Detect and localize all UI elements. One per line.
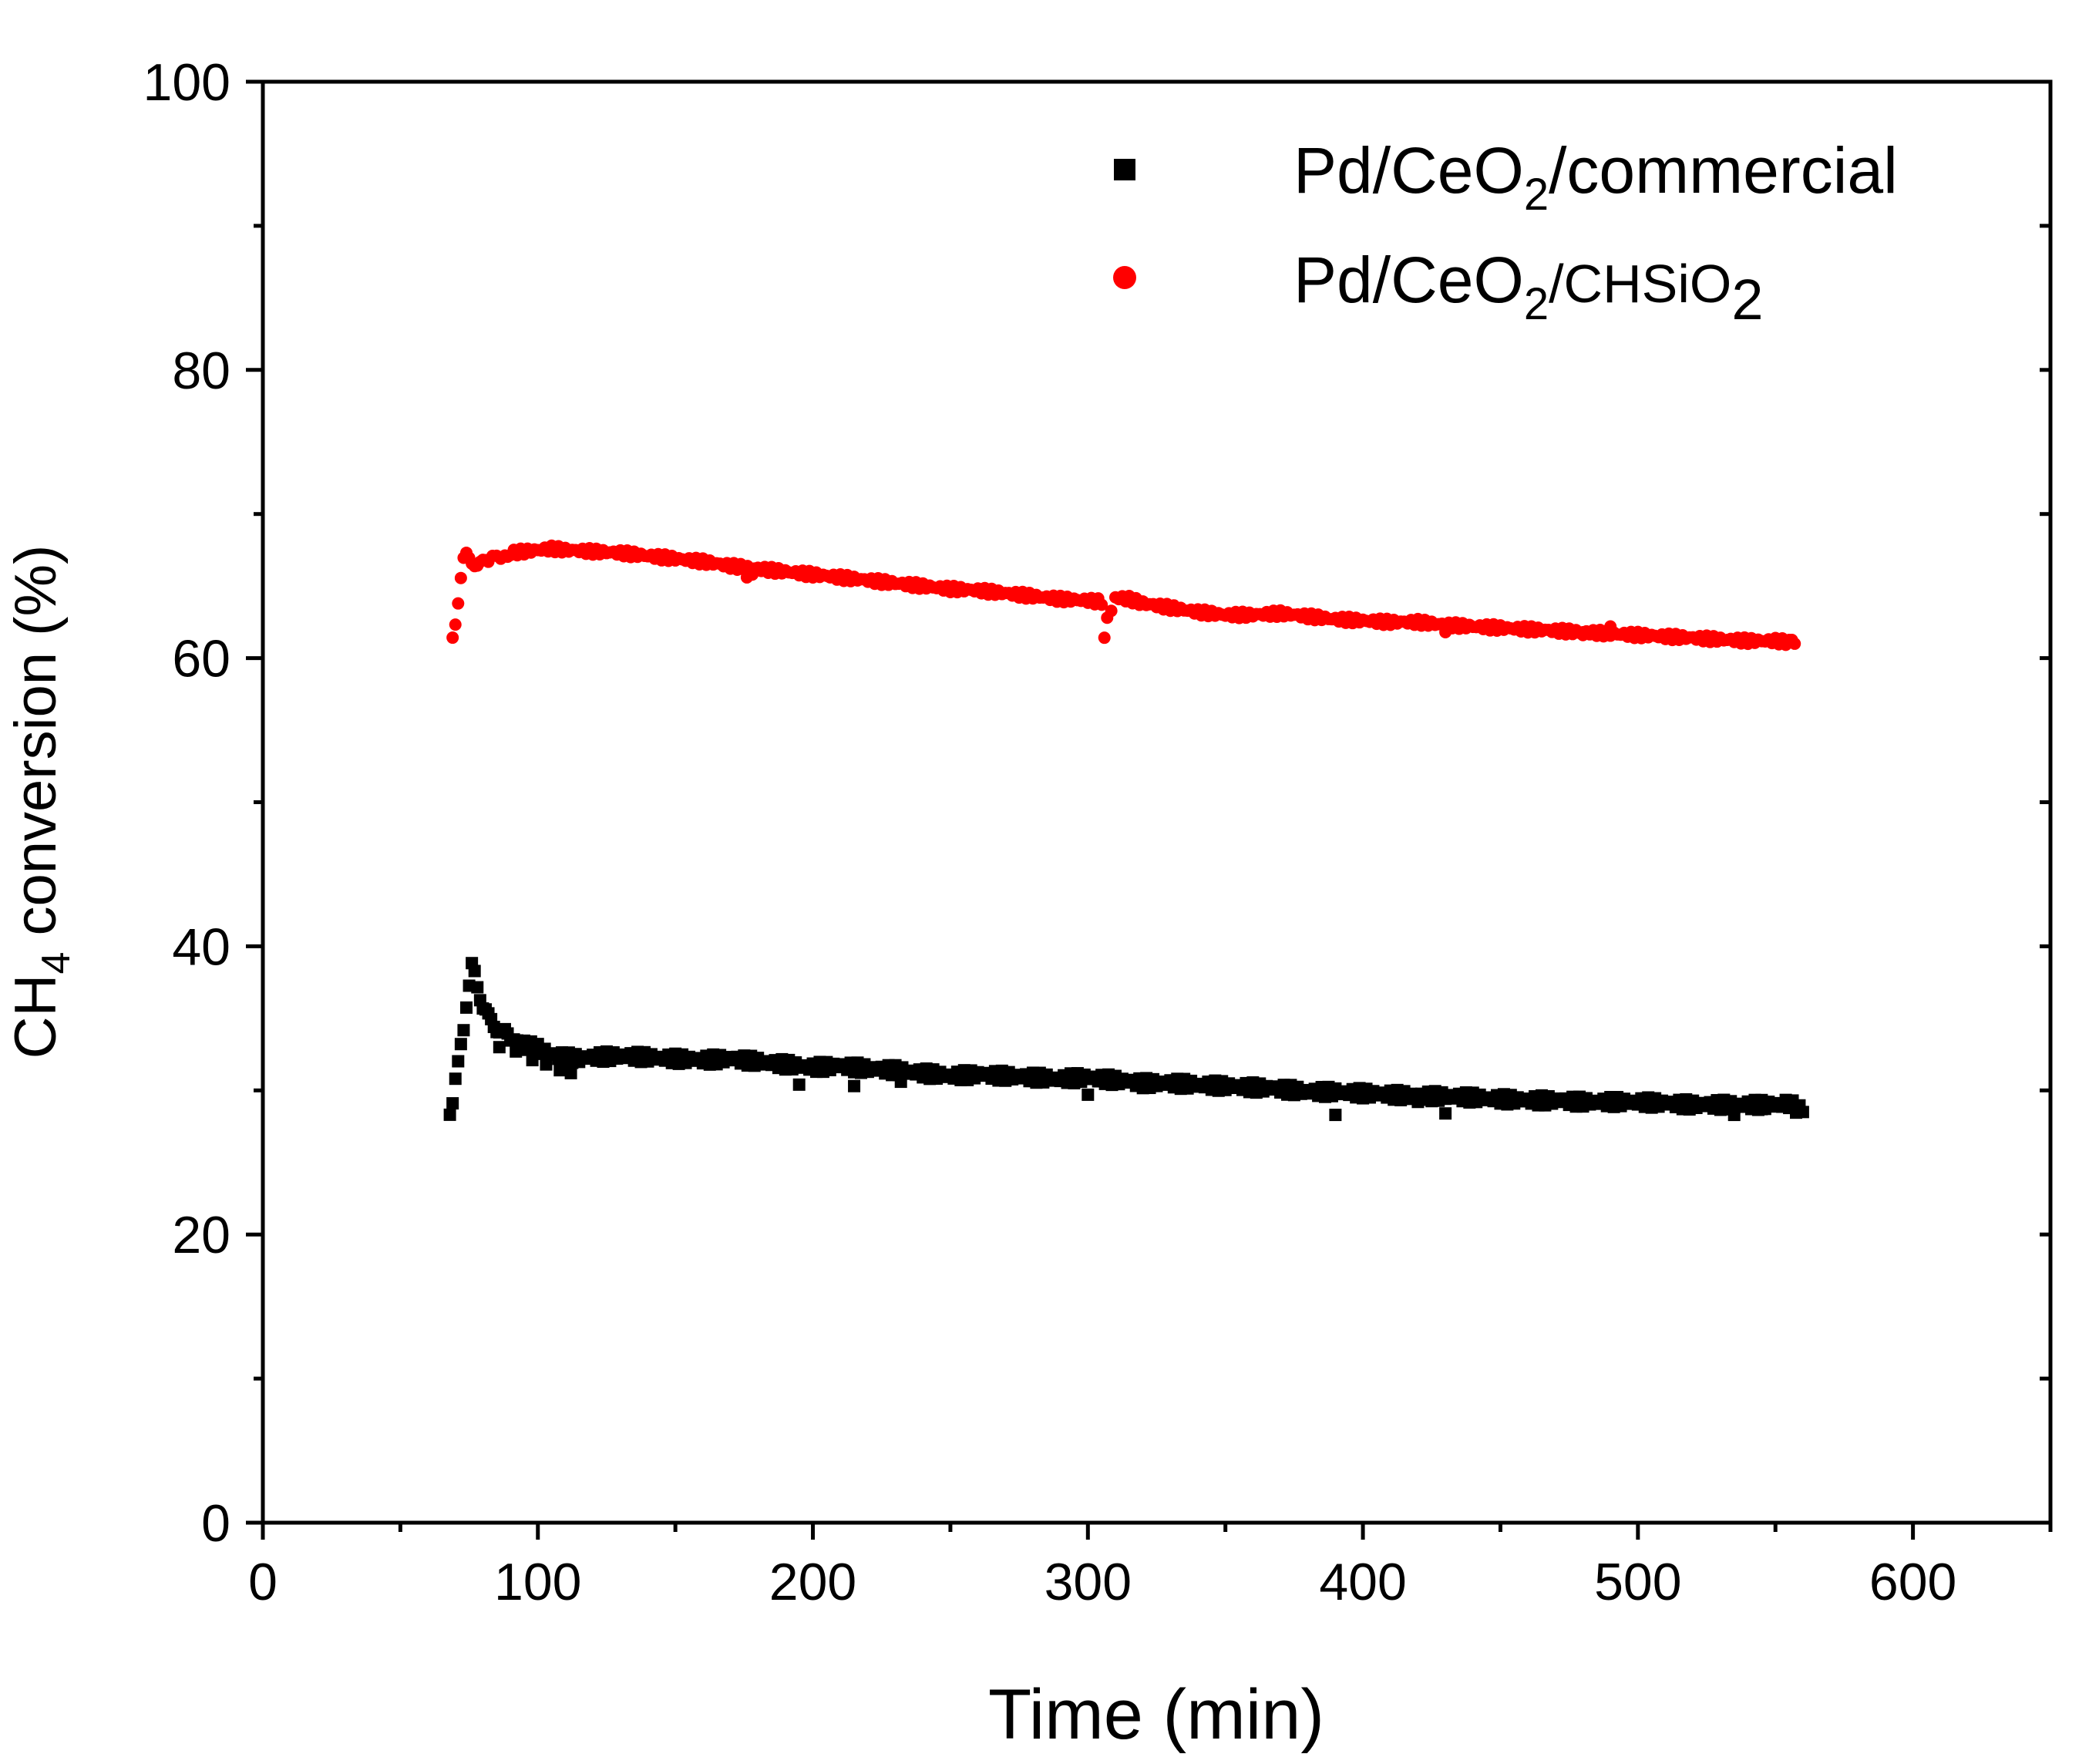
data-point-square: [452, 1055, 465, 1068]
data-point-circle: [1439, 625, 1452, 638]
data-point-circle: [746, 568, 759, 581]
x-tick-label: 400: [1319, 1553, 1406, 1611]
legend-label-chsio2: Pd/CeO2/CHSiO2: [1293, 244, 1763, 332]
y-tick-label: 60: [172, 630, 230, 688]
legend-label-commercial-sub: 2: [1524, 170, 1549, 220]
data-point-circle: [1788, 637, 1801, 650]
data-point-circle: [1105, 604, 1118, 618]
x-tick-label: 300: [1044, 1553, 1132, 1611]
data-point-square: [1755, 1102, 1768, 1116]
y-axis-title-suffix: conversion (%): [3, 545, 69, 952]
x-tick-label: 100: [494, 1553, 581, 1611]
legend-label-chsio2-sub1: 2: [1524, 279, 1549, 329]
data-point-square: [471, 981, 484, 994]
x-tick-label: 200: [769, 1553, 856, 1611]
data-point-circle: [1576, 628, 1589, 641]
data-point-square: [1082, 1088, 1095, 1101]
data-point-square: [848, 1079, 861, 1092]
legend-label-chsio2-a: Pd/CeO: [1293, 244, 1524, 316]
plot-frame: [261, 79, 2053, 1525]
data-point-square: [1329, 1109, 1342, 1122]
data-point-square: [510, 1045, 523, 1058]
data-point-square: [454, 1038, 467, 1051]
x-axis-title: Time (min): [988, 1675, 1324, 1754]
data-point-square: [564, 1066, 577, 1079]
legend-label-commercial-a: Pd/CeO: [1293, 134, 1524, 207]
y-tick-label: 40: [172, 917, 230, 976]
x-tick-label: 500: [1594, 1553, 1681, 1611]
y-axis-title-subscript: 4: [34, 952, 79, 975]
y-axis-title: CH4 conversion (%): [3, 545, 79, 1059]
data-point-square: [1576, 1099, 1589, 1113]
legend: Pd/CeO2/commercial Pd/CeO2/CHSiO2: [1113, 134, 1898, 332]
legend-item-commercial: Pd/CeO2/commercial: [1114, 134, 1898, 220]
legend-label-commercial: Pd/CeO2/commercial: [1293, 134, 1898, 220]
legend-item-chsio2: Pd/CeO2/CHSiO2: [1113, 244, 1763, 332]
data-point-circle: [1098, 631, 1111, 645]
data-point-circle: [452, 597, 465, 610]
data-points: [443, 539, 1809, 1122]
legend-label-commercial-b: /commercial: [1549, 134, 1898, 207]
data-point-square: [457, 1024, 470, 1037]
x-tick-label: 0: [248, 1553, 278, 1611]
data-point-square: [468, 964, 481, 978]
x-tick-label: 600: [1869, 1553, 1956, 1611]
data-point-circle: [449, 618, 462, 631]
legend-label-chsio2-sub2: 2: [1731, 268, 1763, 332]
data-point-square: [553, 1064, 567, 1077]
data-point-square: [460, 1001, 473, 1014]
data-point-square: [443, 1108, 456, 1121]
legend-marker-square: [1114, 159, 1135, 180]
data-point-square: [1727, 1109, 1741, 1122]
legend-label-chsio2-b: /CHSiO: [1549, 254, 1731, 314]
y-tick-label: 100: [143, 53, 230, 112]
data-point-circle: [454, 571, 467, 584]
data-point-square: [792, 1078, 806, 1091]
data-point-square: [1439, 1107, 1452, 1120]
y-tick-label: 80: [172, 342, 230, 400]
series-chsio2: [446, 539, 1801, 651]
data-point-circle: [446, 631, 459, 645]
y-axis-title-prefix: CH: [3, 975, 69, 1059]
axis-tick-labels: 0 100 200 300 400 500 600 0 20 40 60 80 100: [143, 53, 1957, 1611]
data-point-square: [894, 1076, 907, 1089]
data-point-square: [446, 1097, 459, 1110]
series-commercial: [443, 957, 1809, 1122]
legend-marker-circle: [1113, 266, 1136, 289]
y-tick-label: 20: [172, 1206, 230, 1264]
data-point-circle: [1095, 598, 1108, 611]
data-point-square: [526, 1054, 539, 1067]
data-point-square: [449, 1072, 462, 1086]
data-point-square: [1796, 1106, 1809, 1119]
data-point-circle: [1604, 620, 1617, 633]
y-tick-label: 0: [201, 1494, 230, 1553]
data-point-square: [493, 1041, 506, 1054]
data-point-square: [1411, 1096, 1425, 1109]
data-point-square: [540, 1058, 553, 1071]
